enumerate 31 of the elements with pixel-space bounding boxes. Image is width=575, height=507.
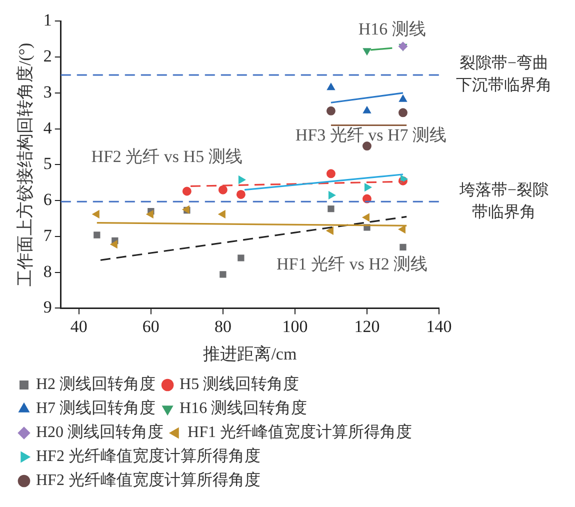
annotation: HF1 光纤 vs H2 测线	[276, 254, 428, 274]
x-tick-label: 80	[214, 316, 232, 336]
y-tick-label: 3	[43, 82, 52, 102]
legend-label: HF1 光纤峰值宽度计算所得角度	[188, 423, 412, 442]
annotation: HF3 光纤 vs H7 测线	[295, 125, 447, 144]
x-tick-label: 100	[282, 316, 308, 336]
x-tick-label: 140	[426, 316, 452, 336]
legend-label: HF2 光纤峰值宽度计算所得角度	[36, 447, 260, 466]
y-tick-label: 9	[43, 298, 52, 317]
y-tick-label: 7	[43, 226, 52, 245]
ref-line-label: 裂隙带−弯曲下沉带临界角	[456, 54, 552, 94]
y-axis-title: 工作面上方铰接结构回转角度/(°)	[16, 42, 35, 287]
x-tick-label: 40	[70, 316, 88, 336]
y-tick-label: 5	[43, 154, 52, 174]
y-tick-label: 1	[43, 10, 52, 30]
annotation: H16 测线	[358, 19, 426, 38]
legend-label: H20 测线回转角度	[36, 423, 164, 442]
y-tick-label: 2	[43, 46, 52, 66]
y-tick-label: 6	[43, 190, 52, 210]
ref-line-label: 垮落带−裂隙带临界角	[458, 180, 549, 221]
annotation: HF2 光纤 vs H5 测线	[91, 146, 242, 166]
legend-label: H5 测线回转角度	[180, 375, 300, 394]
legend-label: HF2 光纤峰值宽度计算所得角度	[36, 471, 260, 490]
legend-label: H2 测线回转角度	[36, 375, 156, 394]
y-tick-label: 8	[43, 262, 52, 281]
legend-label: H16 测线回转角度	[180, 399, 308, 418]
x-tick-label: 120	[354, 316, 380, 336]
x-tick-label: 60	[142, 316, 160, 336]
legend-label: H7 测线回转角度	[36, 399, 156, 418]
y-tick-label: 4	[43, 118, 52, 138]
x-axis-title: 推进距离/cm	[203, 344, 297, 364]
